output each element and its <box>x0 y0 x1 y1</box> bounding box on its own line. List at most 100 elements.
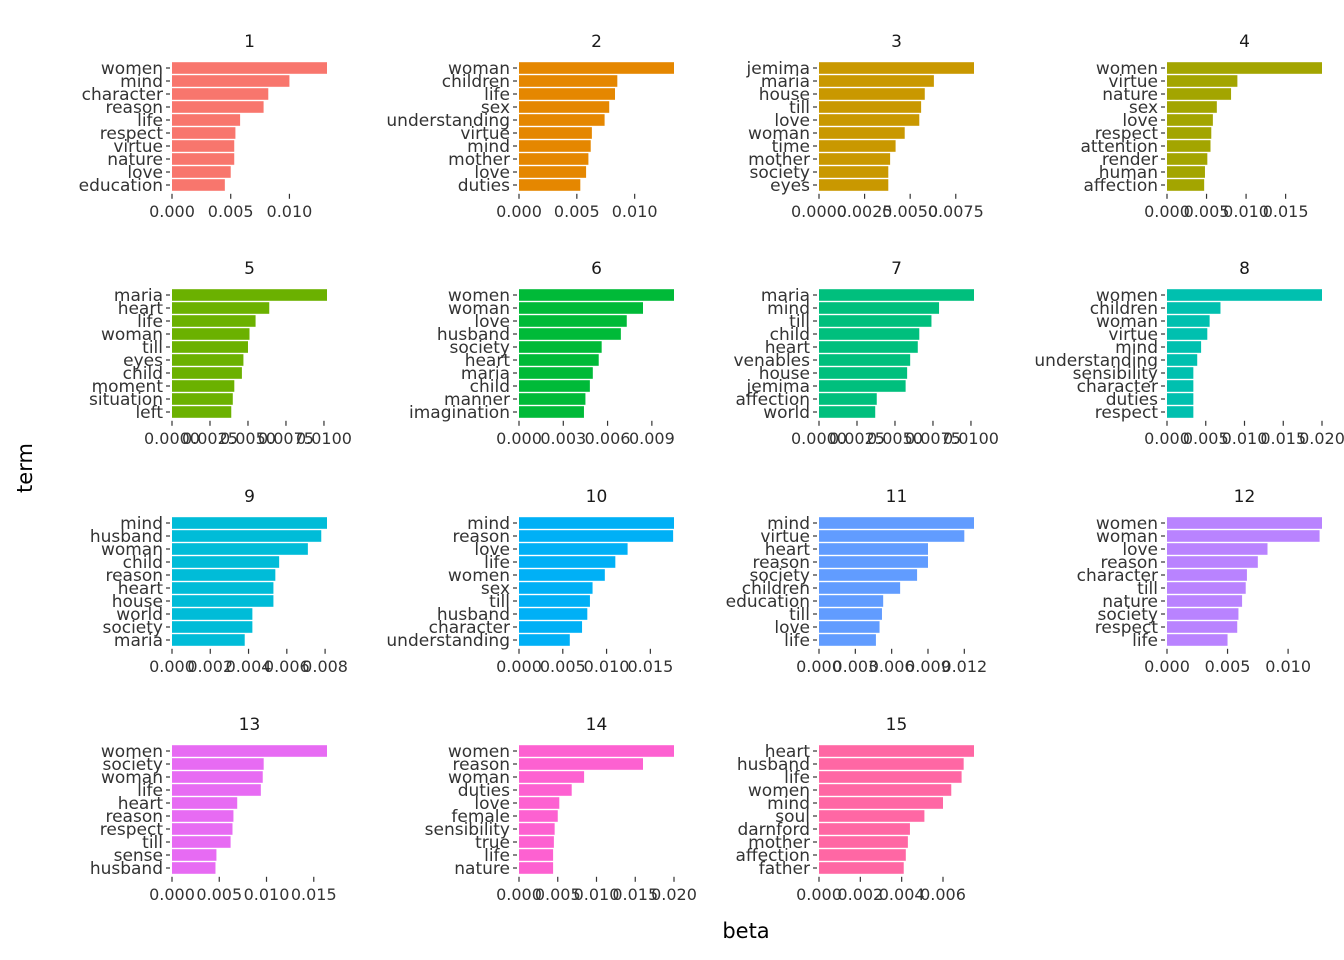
bar <box>819 634 876 646</box>
bar <box>519 517 674 529</box>
facet-panel-10: 10 mindreasonlovelifewomensextillhusbandc… <box>386 487 674 676</box>
bar <box>819 556 928 568</box>
term-label: reason <box>452 755 510 775</box>
term-label: sensibility <box>1073 364 1158 384</box>
x-tick-label: 0.005 <box>196 885 242 904</box>
bar <box>819 530 965 542</box>
term-label: love <box>474 163 510 183</box>
x-tick-label: 0.002 <box>837 885 883 904</box>
bar <box>172 315 256 327</box>
term-label: life <box>484 85 510 105</box>
x-tick-label: 0.015 <box>1263 202 1309 221</box>
x-tick-label: 0.015 <box>612 885 658 904</box>
term-label: life <box>137 781 163 801</box>
x-tick-label: 0.000 <box>149 885 195 904</box>
term-label: women <box>448 742 510 762</box>
bar <box>519 595 590 607</box>
bar <box>519 179 581 191</box>
term-label: love <box>774 618 810 638</box>
x-tick-label: 0.012 <box>941 657 987 676</box>
term-label: women <box>448 566 510 586</box>
x-tick-label: 0.010 <box>1223 202 1269 221</box>
term-label: heart <box>765 338 811 358</box>
bar <box>172 862 216 874</box>
x-tick-label: 0.000 <box>496 885 542 904</box>
bar <box>819 62 974 74</box>
term-label: sex <box>481 98 510 118</box>
term-label: imagination <box>409 403 510 423</box>
x-tick-label: 0.000 <box>1144 429 1190 448</box>
bar <box>1167 179 1205 191</box>
bar <box>172 75 290 87</box>
bar <box>519 140 591 152</box>
bar <box>819 393 877 405</box>
term-label: maria <box>761 72 810 92</box>
term-label: duties <box>458 176 510 196</box>
term-label: reason <box>752 553 810 573</box>
bar <box>819 543 928 555</box>
facet-panel-5: 5 mariaheartlifewomantilleyeschildmoments… <box>89 259 352 448</box>
facet-strip-label: 15 <box>886 715 908 735</box>
term-label: woman <box>1096 527 1158 547</box>
bar <box>1167 302 1221 314</box>
x-tick-label: 0.008 <box>302 657 348 676</box>
term-label: women <box>448 286 510 306</box>
bar <box>819 862 904 874</box>
term-label: husband <box>437 325 510 345</box>
term-label: heart <box>765 742 811 762</box>
facet-panel-14: 14 womenreasonwomandutieslovefemalesensib… <box>425 715 697 904</box>
facet-strip-label: 13 <box>239 715 261 735</box>
x-tick-label: 0.006 <box>264 657 310 676</box>
term-label: sense <box>114 846 163 866</box>
bar <box>819 758 964 770</box>
term-label: love <box>474 312 510 332</box>
term-label: attention <box>1080 137 1158 157</box>
x-tick-label: 0.015 <box>1260 429 1306 448</box>
term-label: reason <box>105 566 163 586</box>
x-tick-label: 0.004 <box>879 885 925 904</box>
bar <box>519 771 585 783</box>
term-label: women <box>101 59 163 79</box>
bar <box>1167 75 1238 87</box>
x-tick-label: 0.010 <box>584 657 630 676</box>
term-label: respect <box>1095 618 1159 638</box>
term-label: child <box>470 377 510 397</box>
bar <box>819 608 882 620</box>
term-label: mind <box>467 137 510 157</box>
bar <box>1167 289 1322 301</box>
x-tick-label: 0.000 <box>496 657 542 676</box>
bar <box>1167 315 1210 327</box>
term-label: female <box>451 807 510 827</box>
bar <box>519 862 554 874</box>
facet-strip-label: 10 <box>586 487 608 507</box>
term-label: respect <box>100 124 164 144</box>
x-tick-label: 0.005 <box>208 202 254 221</box>
term-label: till <box>142 833 163 853</box>
term-label: woman <box>448 59 510 79</box>
term-label: society <box>102 618 163 638</box>
term-label: love <box>474 540 510 560</box>
bar <box>819 771 962 783</box>
bar <box>519 88 616 100</box>
bar <box>172 127 236 139</box>
bar <box>1167 88 1232 100</box>
term-label: life <box>784 768 810 788</box>
bar <box>1167 406 1194 418</box>
x-tick-label: 0.010 <box>612 202 658 221</box>
bar <box>172 530 322 542</box>
bar <box>519 328 621 340</box>
x-tick-label: 0.010 <box>244 885 290 904</box>
bar <box>172 810 234 822</box>
facet-panel-7: 7 mariamindtillchildheartvenableshousejem… <box>733 259 998 448</box>
term-label: manner <box>444 390 510 410</box>
bar <box>172 849 217 861</box>
bar <box>1167 166 1205 178</box>
term-label: heart <box>465 351 511 371</box>
term-label: soul <box>775 807 810 827</box>
term-label: husband <box>437 605 510 625</box>
bar <box>172 595 274 607</box>
term-label: affection <box>736 846 811 866</box>
facet-panel-15: 15 hearthusbandlifewomenmindsouldarnfordm… <box>736 715 974 904</box>
bar <box>1167 569 1247 581</box>
term-label: society <box>749 163 810 183</box>
